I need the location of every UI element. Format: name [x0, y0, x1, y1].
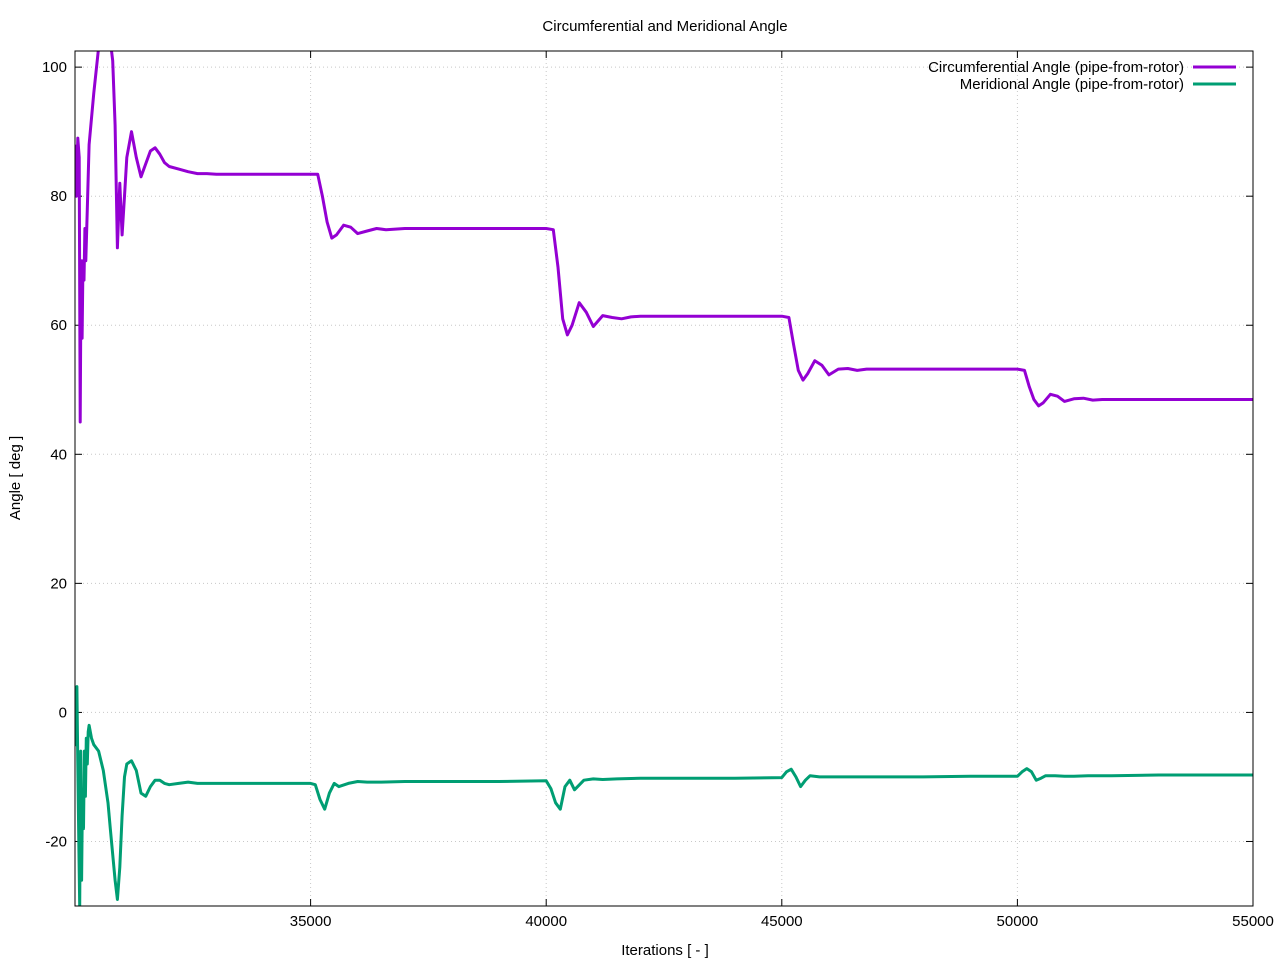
y-tick-label: -20 [45, 833, 67, 850]
y-tick-label: 40 [50, 446, 67, 463]
x-axis-label: Iterations [ - ] [621, 942, 709, 959]
data-series [75, 51, 1253, 906]
x-tick-label: 35000 [290, 913, 332, 930]
y-tick-label: 80 [50, 188, 67, 205]
x-tick-label: 50000 [997, 913, 1039, 930]
legend-label-2: Meridional Angle (pipe-from-rotor) [960, 76, 1184, 93]
y-axis-label: Angle [ deg ] [7, 436, 24, 520]
y-tick-label: 20 [50, 575, 67, 592]
axis-ticks: -20 0 20 40 60 80 100 35000 40000 45000 50000 55000 [42, 51, 1274, 930]
legend: Circumferential Angle (pipe-from-rotor)M… [928, 59, 1236, 93]
chart-title: Circumferential and Meridional Angle [542, 18, 787, 35]
plot-frame [74, 50, 1254, 907]
x-tick-label: 40000 [525, 913, 567, 930]
x-tick-label: 45000 [761, 913, 803, 930]
x-tick-label: 55000 [1232, 913, 1274, 930]
y-tick-label: 60 [50, 317, 67, 334]
y-tick-label: 100 [42, 59, 67, 76]
series-line-1 [75, 51, 1253, 424]
legend-label-1: Circumferential Angle (pipe-from-rotor) [928, 59, 1184, 76]
series-line-2 [75, 685, 1253, 906]
y-tick-label: 0 [59, 704, 67, 721]
